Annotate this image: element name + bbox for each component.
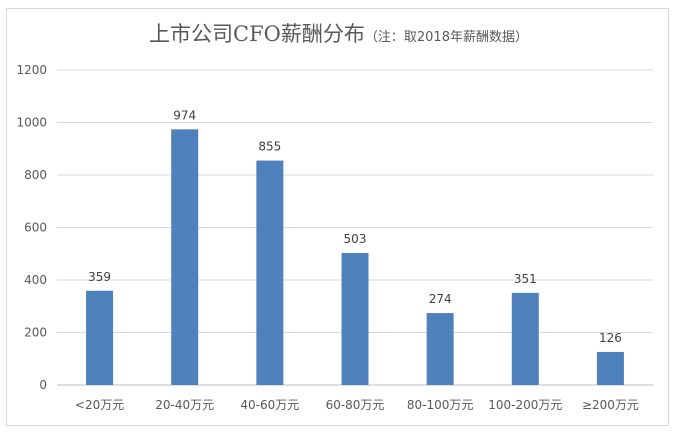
x-tick-label: 80-100万元 <box>407 398 474 412</box>
chart-frame <box>6 8 669 426</box>
y-tick-label: 1000 <box>16 116 47 130</box>
x-tick-label: 40-60万元 <box>240 398 299 412</box>
y-tick-label: 400 <box>24 273 47 287</box>
data-label: 274 <box>429 292 452 306</box>
x-tick-label: 60-80万元 <box>326 398 385 412</box>
bar <box>596 351 624 385</box>
x-tick-label: 100-200万元 <box>488 398 562 412</box>
chart-subtitle: （注：取2018年薪酬数据） <box>364 30 528 45</box>
y-tick-label: 0 <box>39 378 47 392</box>
x-tick-label: <20万元 <box>75 398 124 412</box>
bar <box>426 313 454 385</box>
data-label: 351 <box>514 272 537 286</box>
x-tick-label: 20-40万元 <box>155 398 214 412</box>
chart-title-main: 上市公司CFO薪酬分布 <box>149 22 365 46</box>
bar <box>256 160 284 385</box>
bar <box>86 290 114 385</box>
bar <box>341 252 369 385</box>
data-label: 126 <box>599 331 622 345</box>
data-label: 359 <box>88 270 111 284</box>
y-tick-label: 200 <box>24 326 47 340</box>
data-label: 855 <box>258 140 281 154</box>
y-tick-label: 600 <box>24 221 47 235</box>
data-label: 974 <box>173 108 196 122</box>
data-label: 503 <box>344 232 367 246</box>
bar <box>171 129 199 385</box>
y-tick-label: 800 <box>24 168 47 182</box>
x-tick-label: ≥200万元 <box>582 398 639 412</box>
chart-title: 上市公司CFO薪酬分布（注：取2018年薪酬数据） <box>0 18 677 48</box>
bar <box>511 292 539 385</box>
y-tick-label: 1200 <box>16 63 47 77</box>
